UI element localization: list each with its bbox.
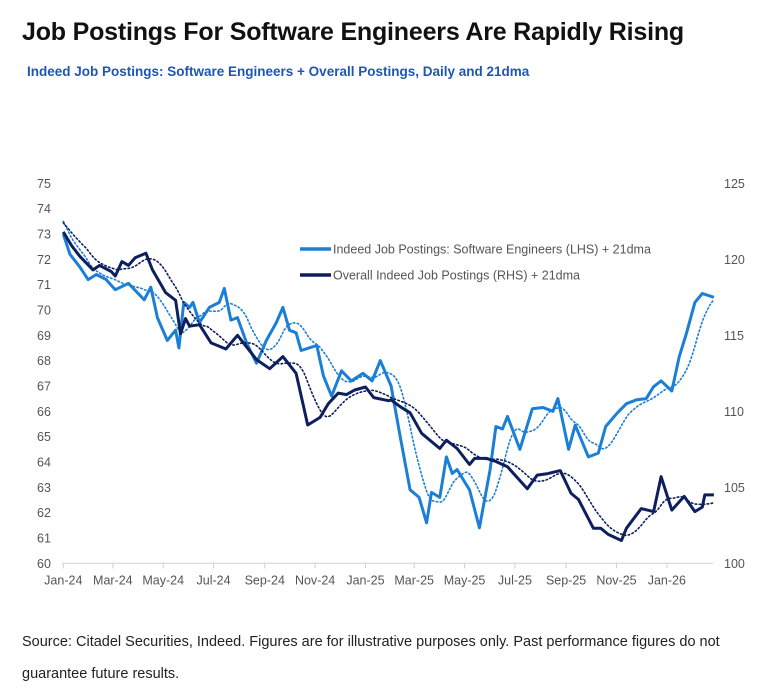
y-right-tick-label: 105	[724, 481, 745, 495]
y-left-tick-label: 75	[37, 177, 51, 191]
y-right-tick-label: 100	[724, 557, 745, 571]
x-tick-label: Jul-24	[197, 573, 231, 587]
x-tick-label: May-24	[142, 573, 184, 587]
legend-label-software: Indeed Job Postings: Software Engineers …	[333, 243, 651, 257]
y-left-tick-label: 68	[37, 354, 51, 368]
x-tick-label: Sep-24	[245, 573, 285, 587]
source-note: Source: Citadel Securities, Indeed. Figu…	[22, 634, 720, 682]
x-tick-label: May-25	[444, 573, 486, 587]
y-left-tick-label: 72	[37, 253, 51, 267]
x-tick-label: Sep-25	[546, 573, 586, 587]
chart-subtitle: Indeed Job Postings: Software Engineers …	[27, 64, 530, 79]
x-tick-label: Nov-24	[295, 573, 335, 587]
y-right-tick-label: 120	[724, 253, 745, 267]
y-left-tick-label: 64	[37, 455, 51, 469]
y-left-tick-label: 66	[37, 405, 51, 419]
axes: Jan-24 Mar-24 May-24 Jul-24 Sep-24 Nov-24 Jan-…	[37, 177, 745, 587]
x-tick-label: Mar-24	[93, 573, 133, 587]
x-tick-label: Mar-25	[394, 573, 434, 587]
y-left-tick-label: 63	[37, 481, 51, 495]
y-left-tick-label: 62	[37, 506, 51, 520]
y-left-tick-label: 65	[37, 430, 51, 444]
x-tick-label: Jul-25	[498, 573, 532, 587]
y-left-tick-label: 61	[37, 531, 51, 545]
x-tick-label: Jan-25	[346, 573, 384, 587]
software-daily-line	[61, 233, 715, 530]
software-21dma-line	[62, 220, 715, 504]
y-right-tick-label: 110	[724, 405, 744, 419]
x-tick-label: Nov-25	[596, 573, 636, 587]
legend-label-overall: Overall Indeed Job Postings (RHS) + 21dm…	[333, 269, 580, 283]
series-lines	[61, 220, 715, 542]
line-chart: Jan-24 Mar-24 May-24 Jul-24 Sep-24 Nov-24 Jan-…	[37, 177, 745, 587]
y-left-tick-label: 71	[37, 278, 51, 292]
y-left-tick-label: 70	[37, 303, 51, 317]
chart-title: Job Postings For Software Engineers Are …	[22, 18, 685, 46]
y-left-tick-label: 69	[37, 329, 51, 343]
overall-daily-line	[62, 231, 714, 542]
legend: Indeed Job Postings: Software Engineers …	[300, 243, 651, 283]
x-tick-label: Jan-24	[44, 573, 82, 587]
y-left-tick-label: 73	[37, 227, 51, 241]
y-right-tick-label: 125	[724, 177, 745, 191]
y-left-tick-label: 74	[37, 202, 51, 216]
x-tick-label: Jan-26	[648, 573, 686, 587]
y-left-tick-label: 67	[37, 379, 51, 393]
y-left-tick-label: 60	[37, 557, 51, 571]
overall-21dma-line	[62, 222, 715, 537]
y-right-tick-label: 115	[724, 329, 744, 343]
